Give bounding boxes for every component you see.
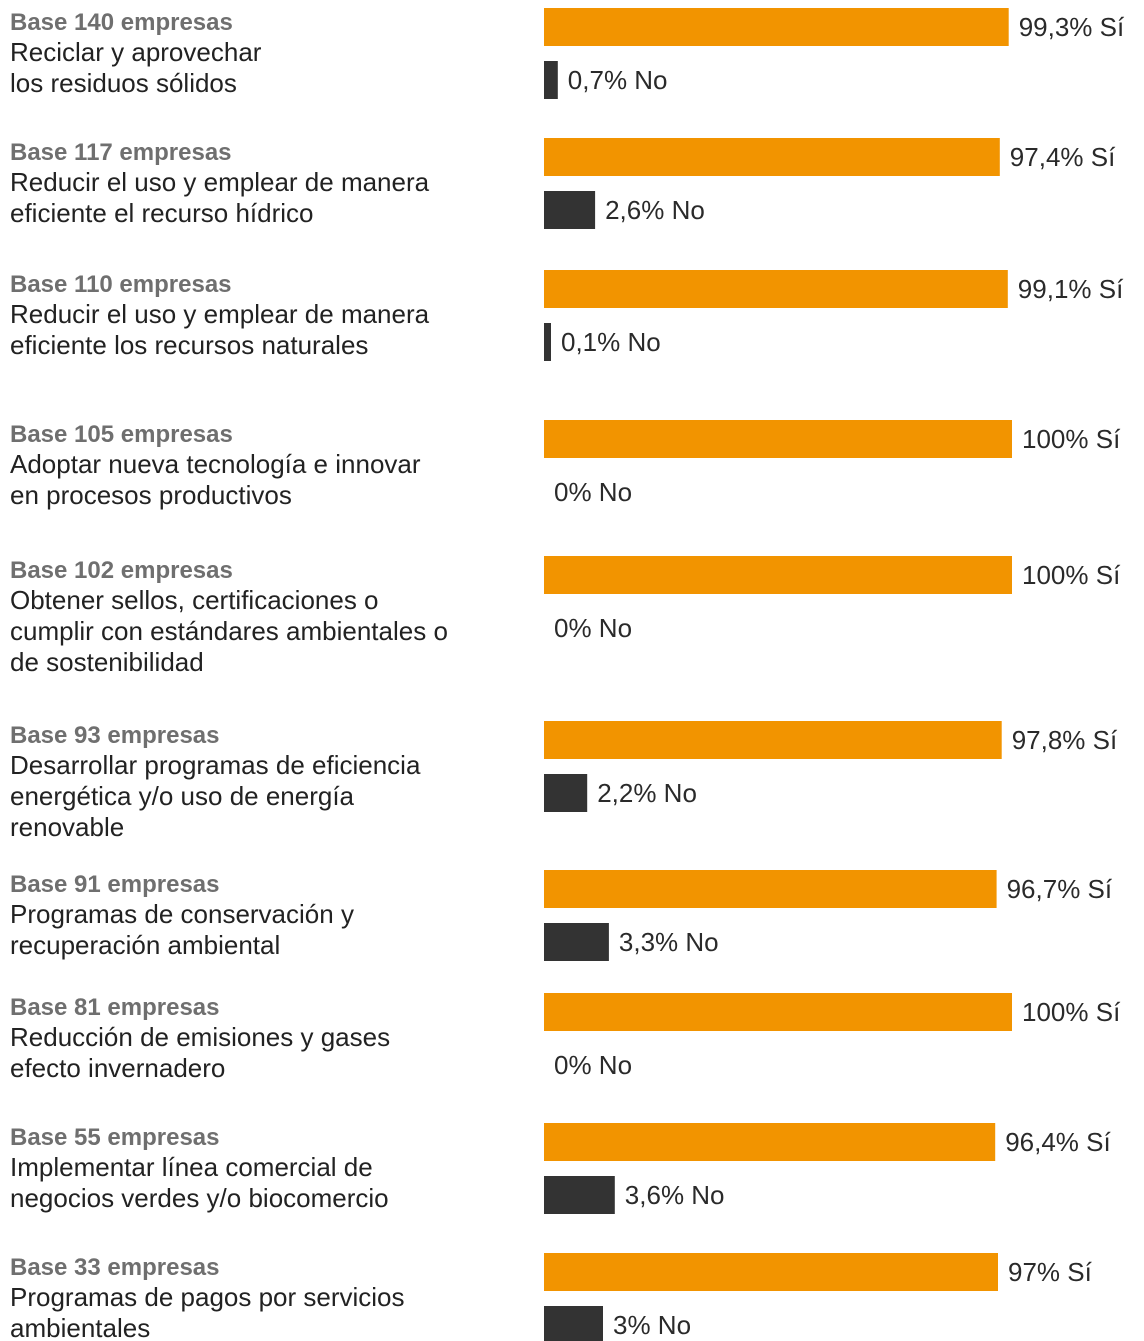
yes-bar: [544, 556, 1012, 594]
yes-value-label: 96,7% Sí: [1007, 874, 1113, 904]
base-label: Base 102 empresas: [10, 557, 233, 584]
yes-value-label: 99,3% Sí: [1019, 12, 1125, 42]
category-label: cumplir con estándares ambientales o: [10, 616, 448, 646]
base-label: Base 91 empresas: [10, 871, 219, 898]
yes-value-label: 99,1% Sí: [1018, 274, 1124, 304]
category-label: Reciclar y aprovechar: [10, 37, 262, 67]
category-label: recuperación ambiental: [10, 930, 280, 960]
base-label: Base 105 empresas: [10, 421, 233, 448]
base-label: Base 93 empresas: [10, 722, 219, 749]
no-value-label: 3,6% No: [625, 1180, 725, 1210]
no-bar: [544, 1176, 615, 1214]
yes-bar: [544, 270, 1008, 308]
yes-bar: [544, 721, 1002, 759]
no-value-label: 3% No: [613, 1310, 691, 1340]
no-value-label: 0% No: [554, 1050, 632, 1080]
yes-value-label: 97,8% Sí: [1012, 725, 1118, 755]
category-label: Reducir el uso y emplear de manera: [10, 299, 430, 329]
no-bar: [544, 61, 558, 99]
base-label: Base 140 empresas: [10, 9, 233, 36]
yes-bar: [544, 1253, 998, 1291]
base-label: Base 55 empresas: [10, 1124, 219, 1151]
no-value-label: 0,1% No: [561, 327, 661, 357]
no-value-label: 3,3% No: [619, 927, 719, 957]
category-label: Reducción de emisiones y gases: [10, 1022, 390, 1052]
no-value-label: 0% No: [554, 613, 632, 643]
no-value-label: 2,6% No: [605, 195, 705, 225]
category-label: Implementar línea comercial de: [10, 1152, 373, 1182]
category-label: negocios verdes y/o biocomercio: [10, 1183, 389, 1213]
category-label: renovable: [10, 812, 124, 842]
category-label: de sostenibilidad: [10, 647, 204, 677]
yes-bar: [544, 870, 997, 908]
category-label: energética y/o uso de energía: [10, 781, 355, 811]
base-label: Base 117 empresas: [10, 139, 232, 166]
category-label: los residuos sólidos: [10, 68, 237, 98]
yes-value-label: 100% Sí: [1022, 424, 1121, 454]
base-label: Base 33 empresas: [10, 1254, 219, 1281]
category-label: Programas de pagos por servicios: [10, 1282, 405, 1312]
no-bar: [544, 774, 588, 812]
category-label: efecto invernadero: [10, 1053, 225, 1083]
yes-value-label: 97% Sí: [1008, 1257, 1093, 1287]
yes-value-label: 96,4% Sí: [1005, 1127, 1111, 1157]
no-value-label: 0,7% No: [568, 65, 668, 95]
category-label: eficiente los recursos naturales: [10, 330, 368, 360]
no-bar: [544, 323, 551, 361]
category-label: Programas de conservación y: [10, 899, 354, 929]
yes-value-label: 100% Sí: [1022, 560, 1121, 590]
no-value-label: 2,2% No: [597, 778, 697, 808]
category-label: Obtener sellos, certificaciones o: [10, 585, 379, 615]
yes-bar: [544, 993, 1012, 1031]
category-label: Adoptar nueva tecnología e innovar: [10, 449, 421, 479]
yes-value-label: 97,4% Sí: [1010, 142, 1116, 172]
base-label: Base 110 empresas: [10, 271, 232, 298]
yes-bar: [544, 1123, 996, 1161]
no-bar: [544, 191, 596, 229]
category-label: Reducir el uso y emplear de manera: [10, 167, 430, 197]
yes-bar: [544, 138, 1000, 176]
no-bar: [544, 1306, 603, 1341]
base-label: Base 81 empresas: [10, 994, 219, 1021]
yes-bar: [544, 420, 1012, 458]
no-value-label: 0% No: [554, 477, 632, 507]
category-label: eficiente el recurso hídrico: [10, 198, 313, 228]
no-bar: [544, 923, 609, 961]
category-label: ambientales: [10, 1313, 150, 1341]
yes-bar: [544, 8, 1009, 46]
category-label: Desarrollar programas de eficiencia: [10, 750, 421, 780]
category-label: en procesos productivos: [10, 480, 292, 510]
yes-value-label: 100% Sí: [1022, 997, 1121, 1027]
